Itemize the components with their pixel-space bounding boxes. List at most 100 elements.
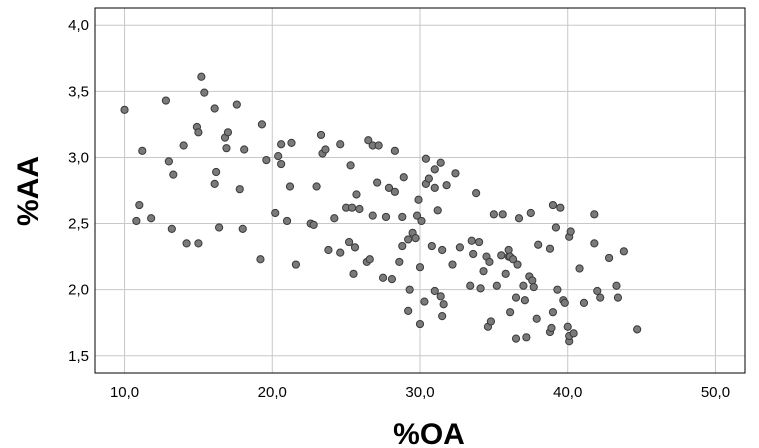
y-tick-label: 2,5 — [68, 216, 89, 233]
data-point — [324, 245, 333, 255]
x-tick-label: 20,0 — [258, 384, 287, 401]
data-point — [412, 211, 422, 220]
data-point — [579, 298, 589, 308]
data-point — [590, 239, 599, 248]
data-point — [548, 308, 558, 317]
data-point — [476, 284, 485, 293]
data-point — [223, 128, 233, 137]
data-point — [575, 264, 584, 273]
data-point — [436, 158, 445, 167]
data-point — [545, 244, 555, 253]
data-point — [430, 165, 439, 174]
data-point — [551, 223, 561, 232]
data-point — [619, 247, 628, 256]
data-point — [381, 212, 391, 222]
data-point — [349, 269, 358, 278]
data-point — [566, 227, 575, 236]
data-point — [316, 130, 326, 140]
data-point — [532, 314, 541, 323]
data-point — [448, 260, 457, 269]
data-point — [395, 257, 404, 267]
data-point — [612, 281, 621, 290]
data-point — [504, 245, 513, 255]
data-point — [526, 208, 535, 218]
data-point — [513, 260, 522, 269]
data-point — [285, 182, 295, 191]
data-point — [346, 161, 355, 170]
data-point — [336, 140, 345, 149]
data-point — [169, 170, 178, 179]
data-point — [520, 296, 529, 305]
data-point — [415, 319, 425, 329]
data-point — [404, 235, 413, 244]
data-point — [442, 181, 451, 190]
data-point — [534, 240, 543, 249]
data-point — [365, 255, 374, 264]
data-point — [336, 248, 345, 257]
data-point — [613, 293, 623, 302]
data-point — [164, 157, 173, 166]
data-point — [330, 214, 339, 223]
plot-frame — [94, 7, 746, 374]
data-point — [364, 136, 373, 145]
data-point — [427, 241, 436, 251]
y-tick-label: 2,0 — [68, 282, 89, 299]
data-point — [593, 286, 602, 296]
data-point — [467, 236, 476, 245]
data-point — [479, 267, 488, 276]
data-point — [633, 325, 642, 334]
data-point — [182, 239, 191, 248]
data-point — [240, 145, 249, 154]
data-point — [569, 329, 578, 338]
data-point — [421, 154, 431, 163]
data-point — [256, 255, 265, 264]
data-point — [404, 306, 413, 315]
data-point — [232, 100, 241, 109]
data-point — [390, 146, 399, 155]
data-point — [430, 286, 439, 296]
data-point — [277, 159, 286, 169]
data-point — [498, 210, 507, 219]
data-point — [312, 182, 321, 191]
data-point — [511, 293, 521, 302]
x-tick-label: 10,0 — [110, 384, 139, 401]
data-point — [485, 257, 494, 267]
data-point — [548, 200, 558, 210]
data-point — [560, 298, 569, 308]
y-tick-label: 4,0 — [68, 17, 89, 34]
data-point — [547, 323, 556, 333]
data-point — [212, 167, 221, 177]
data-point — [235, 185, 244, 194]
data-point — [138, 146, 147, 155]
data-point — [277, 140, 286, 149]
y-tick-label: 1,5 — [68, 348, 89, 365]
data-point — [222, 144, 231, 153]
data-point — [439, 300, 448, 309]
data-point — [161, 96, 171, 105]
x-tick-label: 30,0 — [405, 384, 434, 401]
data-point — [179, 141, 188, 150]
y-tick-label: 3,0 — [68, 149, 89, 166]
data-point — [132, 216, 141, 226]
data-point — [120, 105, 129, 114]
data-point — [321, 145, 330, 154]
data-point — [398, 212, 407, 222]
data-point — [455, 243, 464, 252]
data-point — [398, 241, 407, 251]
data-point — [167, 224, 176, 233]
data-point — [522, 333, 531, 342]
data-point — [282, 216, 292, 226]
data-point — [257, 120, 267, 129]
data-point — [438, 312, 447, 321]
grid — [95, 8, 745, 373]
x-tick-label: 50,0 — [701, 384, 730, 401]
data-point — [347, 203, 357, 212]
data-points — [120, 72, 642, 346]
data-point — [344, 237, 354, 247]
y-axis-title: %AA — [12, 156, 45, 226]
data-point — [424, 174, 433, 183]
data-point — [200, 88, 209, 97]
data-point — [405, 285, 414, 294]
data-point — [469, 249, 478, 259]
data-point — [590, 210, 599, 219]
